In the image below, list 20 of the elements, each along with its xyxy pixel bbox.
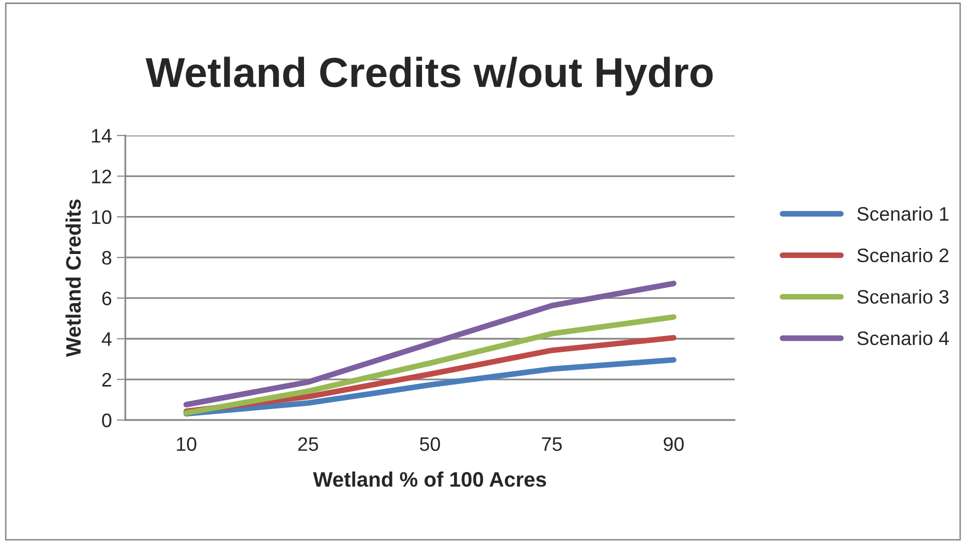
y-tick-label: 4: [102, 332, 112, 346]
x-axis-title: Wetland % of 100 Acres: [313, 472, 546, 487]
y-axis-title: Wetland Credits: [66, 200, 81, 357]
chart-title: Wetland Credits w/out Hydro: [146, 56, 713, 96]
y-tick-label: 8: [102, 250, 112, 265]
legend-label: Scenario 4: [857, 330, 949, 346]
x-tick-label: 90: [664, 437, 684, 451]
x-tick-label: 25: [298, 437, 318, 451]
x-tick-label: 50: [420, 437, 440, 451]
x-tick-label: 75: [542, 437, 562, 451]
legend-label: Scenario 1: [857, 206, 948, 221]
y-tick-label: 14: [92, 129, 112, 143]
legend-label: Scenario 3: [857, 289, 949, 304]
y-tick-label: 6: [102, 292, 112, 306]
x-tick-label: 10: [176, 437, 196, 451]
y-tick-label: 0: [102, 414, 112, 428]
legend-label: Scenario 2: [857, 248, 948, 262]
y-tick-label: 10: [92, 210, 112, 224]
y-tick-label: 12: [92, 170, 112, 184]
y-tick-label: 2: [102, 372, 112, 386]
